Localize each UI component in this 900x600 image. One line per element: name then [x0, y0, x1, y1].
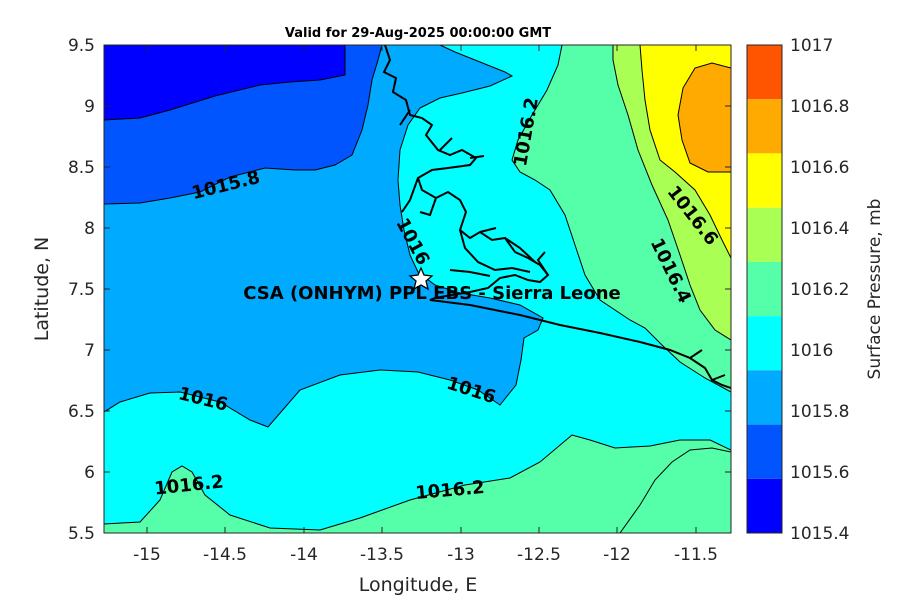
colorbar-tick-label: 1016.6 [790, 158, 849, 178]
y-tick-label: 7.5 [68, 280, 95, 300]
station-annotation: CSA (ONHYM) PPL EBS - Sierra Leone [243, 283, 620, 304]
x-tick-label: -12 [603, 545, 631, 565]
colorbar-tick-label: 1015.8 [790, 402, 849, 422]
y-tick-label: 7 [84, 341, 95, 361]
y-tick-label: 5.5 [68, 524, 95, 544]
x-tick-label: -13 [447, 545, 475, 565]
y-axis [104, 44, 731, 534]
x-tick-label: -14 [290, 545, 318, 565]
map-title: Valid for 29-Aug-2025 00:00:00 GMT [285, 26, 551, 41]
river-lines [399, 109, 726, 381]
x-axis [146, 45, 697, 533]
colorbar-swatch-1016-4 [747, 153, 782, 208]
colorbar-swatch-1015-2 [747, 478, 782, 533]
y-axis-label: Latitude, N [31, 237, 53, 342]
colorbar-swatch-1015-8 [747, 316, 782, 371]
y-tick-label: 6 [84, 463, 95, 483]
x-tick-label: -11.5 [674, 545, 718, 565]
colorbar-swatch-1016-6 [747, 99, 782, 154]
y-tick-label: 6.5 [68, 402, 95, 422]
contour-fill-1016-2-south [104, 434, 731, 533]
contour-map: 1015.8 1016 1016 1016 1016.2 1016.2 1016… [104, 45, 731, 533]
colorbar-tick-label: 1016.8 [790, 97, 849, 117]
y-tick-label: 8 [84, 219, 95, 239]
contour-fill-1016-4-corner [619, 447, 731, 533]
colorbar-swatch-1015-4 [747, 424, 782, 479]
colorbar-tick-label: 1017 [790, 36, 833, 56]
x-tick-label: -13.5 [360, 545, 404, 565]
colorbar-tick-label: 1015.6 [790, 463, 849, 483]
colorbar-tick-label: 1016 [790, 341, 833, 361]
colorbar-swatch-1016-8 [747, 45, 782, 100]
station-star-icon [408, 266, 434, 291]
y-tick-label: 9.5 [68, 36, 95, 56]
y-tick-label: 9 [84, 97, 95, 117]
colorbar-tick-label: 1015.4 [790, 524, 849, 544]
colorbar [746, 44, 783, 534]
colorbar-swatch-1015-6 [747, 370, 782, 425]
contour-fill-1015-4 [104, 45, 346, 121]
x-tick-label: -12.5 [517, 545, 561, 565]
colorbar-tick-label: 1016.2 [790, 280, 849, 300]
contour-fill-1016-8 [677, 62, 731, 173]
colorbar-swatch-1016 [747, 261, 782, 317]
y-tick-label: 8.5 [68, 158, 95, 178]
x-tick-label: -14.5 [203, 545, 247, 565]
colorbar-swatch-1016-2 [747, 207, 782, 262]
x-axis-label: Longitude, E [359, 574, 478, 596]
colorbar-label: Surface Pressure, mb [865, 199, 885, 380]
colorbar-tick-label: 1016.4 [790, 219, 849, 239]
x-tick-label: -15 [133, 545, 161, 565]
coastline [382, 45, 731, 389]
